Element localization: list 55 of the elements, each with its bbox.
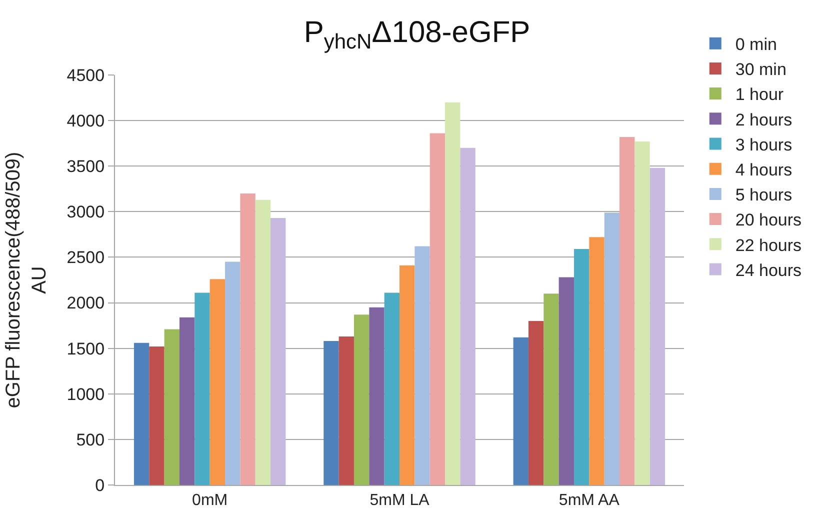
bar	[414, 246, 430, 485]
bar	[445, 102, 460, 485]
bar	[650, 168, 666, 485]
bar	[255, 200, 271, 485]
x-tick-label: 5mM AA	[558, 492, 620, 510]
legend-label: 1 hour	[735, 85, 784, 104]
y-tick-label: 0	[95, 476, 105, 495]
bar	[400, 265, 415, 485]
legend-label: 20 hours	[735, 210, 802, 230]
bar	[164, 329, 180, 485]
bar	[240, 193, 256, 485]
legend-label: 24 hours	[735, 260, 802, 280]
bar	[604, 212, 620, 485]
bar	[179, 317, 195, 485]
bar	[354, 314, 370, 485]
legend-label: 3 hours	[735, 135, 792, 154]
bar	[384, 292, 400, 485]
bar	[513, 337, 528, 485]
bar	[558, 277, 574, 485]
y-tick-label: 3000	[66, 202, 105, 222]
y-tick-label: 4000	[66, 112, 105, 131]
legend-label: 5 hours	[735, 186, 792, 205]
bar	[589, 237, 604, 485]
bar	[225, 262, 240, 485]
bar	[338, 336, 354, 485]
chart-title: P$_{yhcN}$Δ108-eGFP	[304, 16, 530, 54]
bar	[194, 292, 210, 485]
y-tick-label: 500	[76, 430, 105, 450]
bar	[369, 307, 384, 485]
bar	[620, 136, 635, 485]
legend-label: 22 hours	[735, 236, 802, 255]
bar	[460, 148, 476, 485]
y-tick-label: 3500	[66, 157, 105, 176]
bar	[634, 142, 650, 485]
bar	[134, 342, 150, 485]
x-tick-label: 5mM LA	[370, 492, 430, 510]
y-tick-label: 2000	[66, 294, 105, 313]
bar	[574, 249, 590, 485]
x-tick-label: 0mM	[192, 492, 228, 510]
bar	[544, 294, 559, 485]
bar	[324, 341, 339, 485]
legend-label: 2 hours	[735, 110, 792, 130]
bar	[149, 346, 164, 485]
y-tick-label: 1000	[66, 384, 105, 404]
legend-label: 4 hours	[735, 160, 792, 180]
bar	[270, 218, 286, 485]
bar	[528, 321, 544, 485]
y-tick-label: 1500	[66, 339, 105, 358]
bar	[430, 133, 446, 485]
legend-label: 0 min	[735, 34, 777, 54]
y-tick-label: 4500	[66, 66, 105, 85]
y-tick-label: 2500	[66, 248, 105, 268]
y-axis-title: eGFP fluorescence(488/509) AU	[2, 152, 50, 408]
legend-label: 30 min	[735, 60, 786, 80]
bar	[210, 279, 226, 485]
